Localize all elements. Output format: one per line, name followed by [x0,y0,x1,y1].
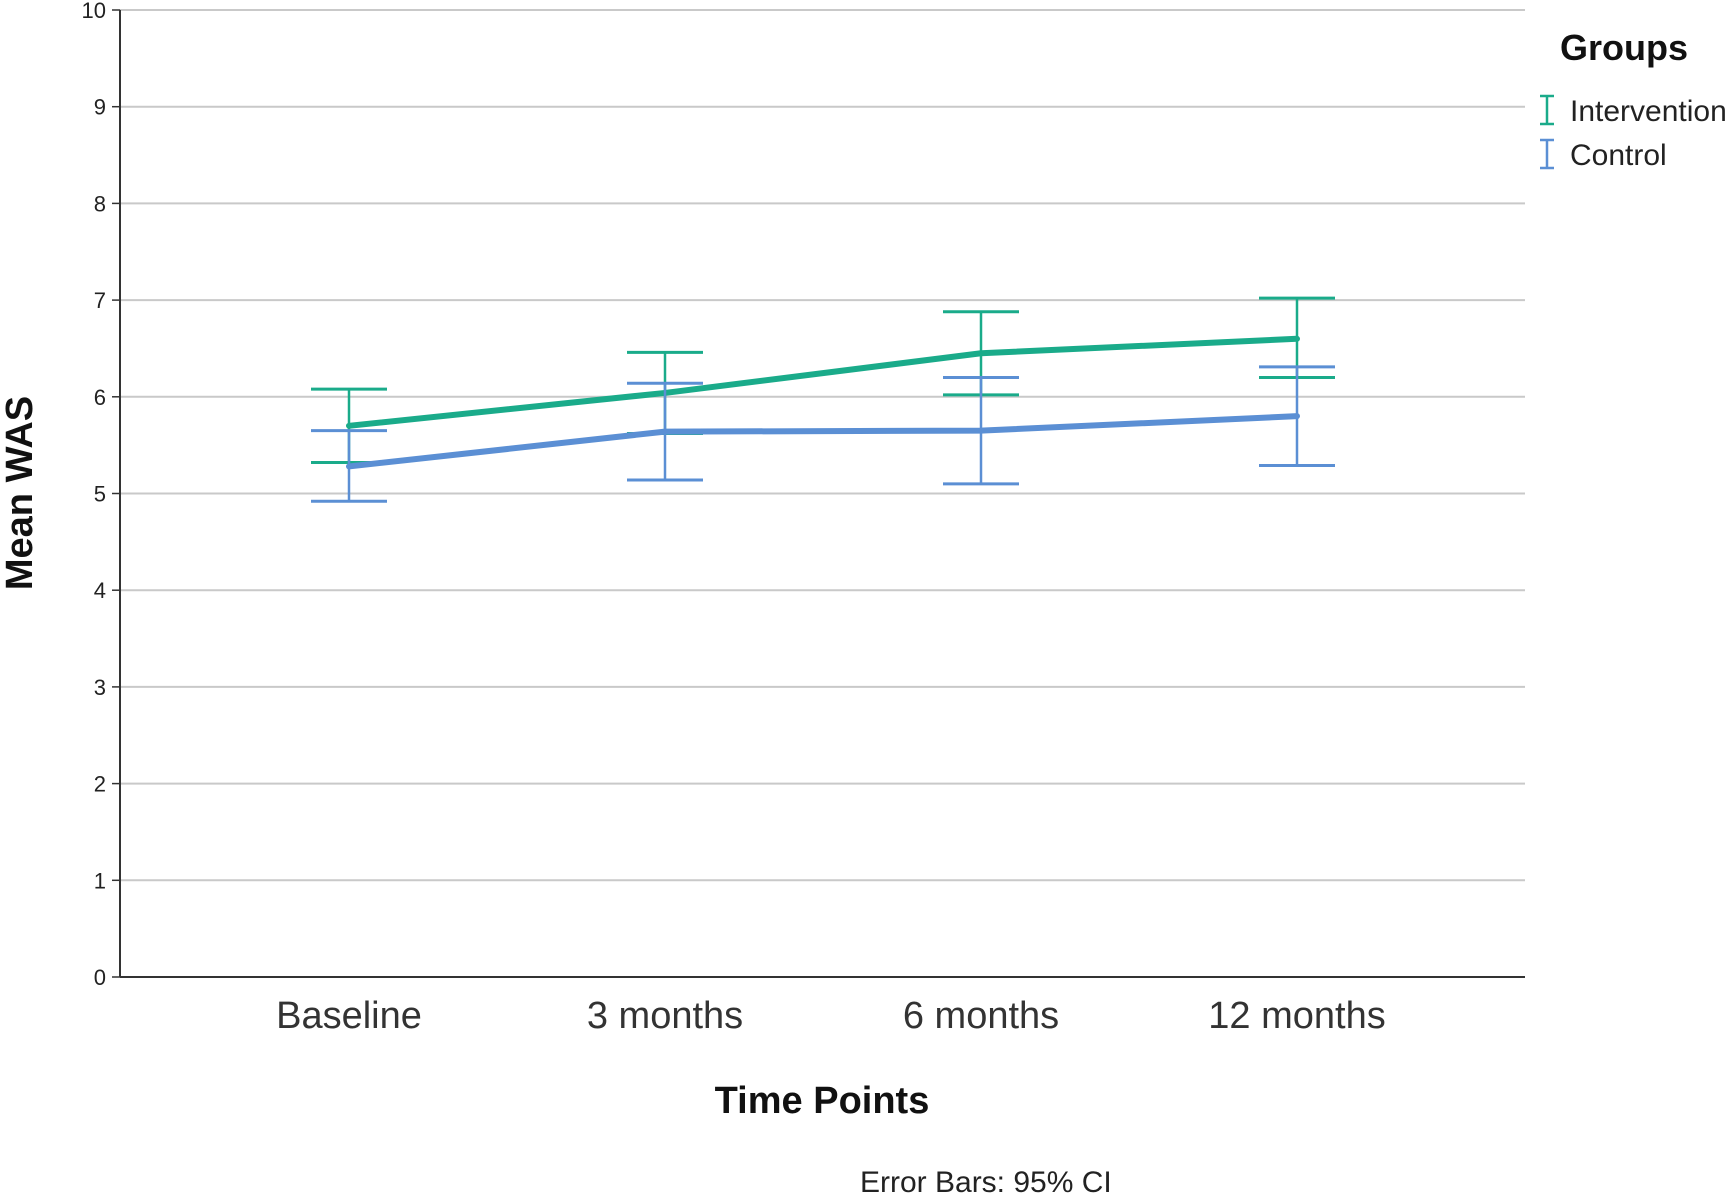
x-tick-label: 3 months [587,995,743,1037]
y-tick-label: 8 [94,191,106,216]
data-point [664,431,666,433]
y-tick-label: 5 [94,482,106,507]
axes [112,9,1525,978]
series-intervention [311,296,1335,465]
y-tick-label: 6 [94,385,106,410]
y-axis-title: Mean WAS [0,396,41,590]
x-tick-label: 6 months [903,995,1059,1037]
y-tick-label: 2 [94,772,106,797]
legend-label: Control [1570,139,1667,172]
data-point [980,430,982,432]
x-axis-title: Time Points [715,1080,930,1122]
gridlines [120,9,1525,882]
legend-label: Intervention [1570,95,1727,128]
x-tick-label: Baseline [276,995,422,1037]
data-point [1296,338,1298,340]
legend-title: Groups [1560,27,1688,68]
error-bars-footnote: Error Bars: 95% CI [860,1166,1112,1196]
y-tick-label: 0 [94,965,106,990]
y-tick-label: 4 [94,578,106,603]
series-control [311,365,1335,503]
y-tick-label: 10 [82,0,106,23]
y-tick-label: 9 [94,95,106,120]
y-tick-label: 3 [94,675,106,700]
labels: 0 1 2 3 4 5 6 7 8 9 10 Baseline 3 months 6 months 12 m… [0,0,1386,1199]
legend: Groups Intervention Control [1540,27,1727,172]
data-point [1296,415,1298,417]
y-tick-label: 1 [94,868,106,893]
series-line [346,335,1300,429]
x-tick-label: 12 months [1208,995,1385,1037]
series-line [346,413,1300,470]
data-point [348,425,350,427]
data-point [980,352,982,354]
y-tick-label: 7 [94,288,106,313]
series-layer [311,296,1335,503]
data-point [348,465,350,467]
